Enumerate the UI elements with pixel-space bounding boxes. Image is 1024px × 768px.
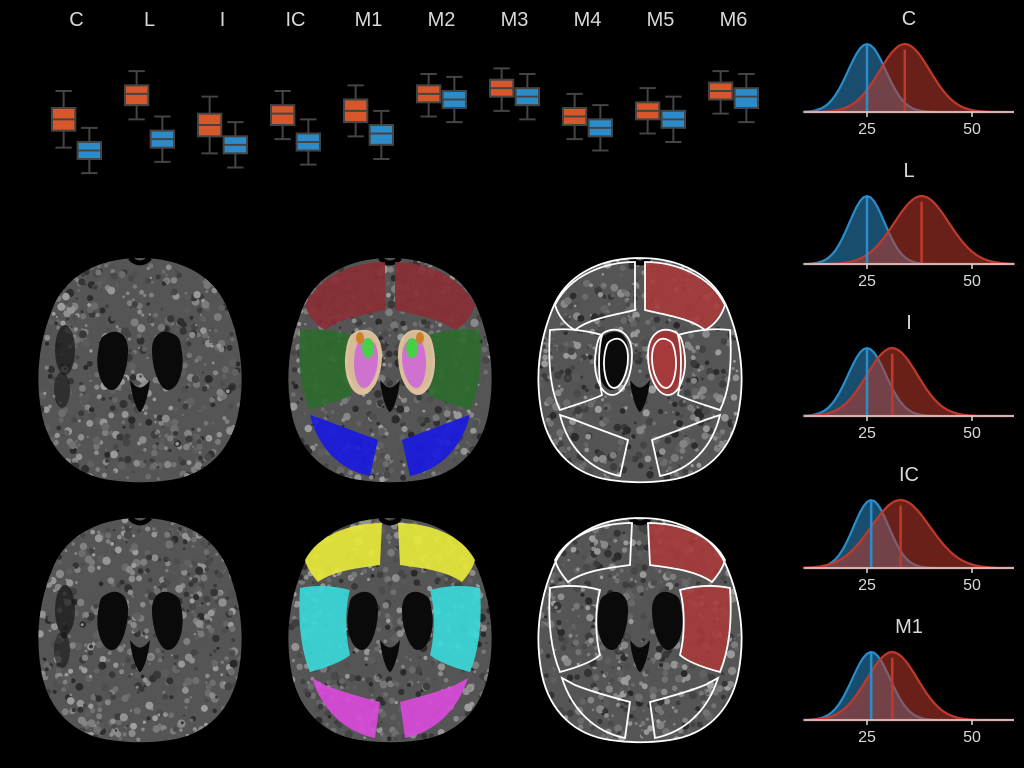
svg-text:25: 25 (858, 273, 876, 290)
brain-r2-outline (520, 500, 760, 750)
boxplot-label-I: I (220, 9, 226, 31)
dist-title-L: L (794, 160, 1024, 183)
distribution-column: C 25 50 L 25 (794, 0, 1024, 768)
boxplot-panel: C L I IC M1 M2 M3 M4 M5 M6 (0, 0, 780, 220)
svg-text:50: 50 (963, 425, 981, 442)
dist-svg-IC: 25 50 (794, 488, 1024, 603)
dist-svg-L: 25 50 (794, 184, 1024, 299)
dist-panel-C: C 25 50 (794, 0, 1024, 152)
brain-r2-seg (270, 500, 510, 750)
dist-panel-L: L 25 50 (794, 152, 1024, 304)
brain-r2-raw (20, 500, 260, 750)
boxplot-label-C: C (69, 9, 83, 31)
dist-title-I: I (794, 312, 1024, 335)
dist-svg-M1: 25 50 (794, 640, 1024, 755)
svg-text:50: 50 (963, 273, 981, 290)
dist-title-M1: M1 (794, 616, 1024, 639)
boxplot-label-M1: M1 (355, 9, 383, 31)
brain-grid (20, 240, 760, 750)
svg-text:50: 50 (963, 729, 981, 746)
svg-text:25: 25 (858, 577, 876, 594)
boxplot-label-M4: M4 (574, 9, 602, 31)
svg-text:25: 25 (858, 425, 876, 442)
dist-panel-M1: M1 25 50 (794, 608, 1024, 760)
dist-panel-IC: IC 25 50 (794, 456, 1024, 608)
boxplot-label-M6: M6 (720, 9, 748, 31)
svg-text:50: 50 (963, 121, 981, 138)
brain-r1-outline (520, 240, 760, 490)
svg-text:50: 50 (963, 577, 981, 594)
dist-svg-C: 25 50 (794, 32, 1024, 147)
dist-svg-I: 25 50 (794, 336, 1024, 451)
svg-text:25: 25 (858, 729, 876, 746)
boxplot-label-M2: M2 (428, 9, 456, 31)
boxplot-label-M5: M5 (647, 9, 675, 31)
dist-title-IC: IC (794, 464, 1024, 487)
svg-text:25: 25 (858, 121, 876, 138)
brain-r1-seg (270, 240, 510, 490)
boxplot-label-IC: IC (286, 9, 306, 31)
boxplot-label-L: L (144, 9, 155, 31)
brain-r1-raw (20, 240, 260, 490)
boxplot-svg: C L I IC M1 M2 M3 M4 M5 M6 (0, 0, 780, 220)
dist-panel-I: I 25 50 (794, 304, 1024, 456)
dist-title-C: C (794, 8, 1024, 31)
boxplot-label-M3: M3 (501, 9, 529, 31)
